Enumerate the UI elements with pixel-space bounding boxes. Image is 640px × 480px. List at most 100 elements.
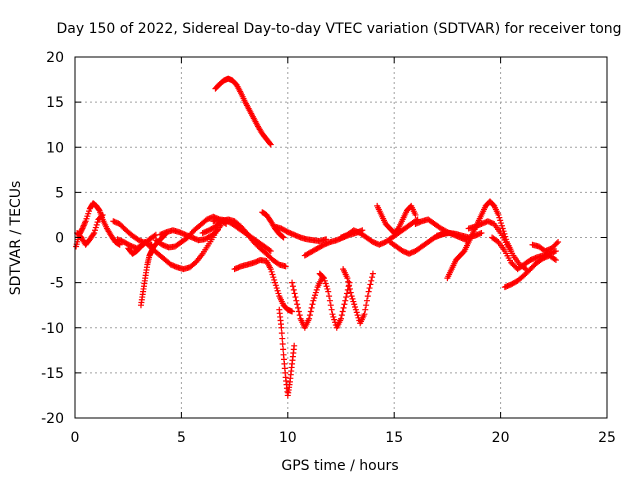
data-point bbox=[369, 274, 376, 281]
data-point bbox=[329, 311, 336, 318]
series-pass-9 bbox=[157, 227, 221, 244]
data-point bbox=[322, 280, 329, 287]
data-point bbox=[214, 227, 221, 234]
data-point bbox=[272, 282, 279, 289]
data-point bbox=[552, 248, 559, 255]
data-point bbox=[478, 229, 485, 236]
data-point bbox=[290, 286, 297, 293]
data-point bbox=[412, 211, 419, 218]
data-point bbox=[320, 274, 327, 281]
series-pass-7 bbox=[142, 220, 225, 273]
data-point bbox=[275, 290, 282, 297]
data-point bbox=[270, 274, 277, 281]
data-point bbox=[278, 330, 285, 337]
data-point bbox=[368, 277, 375, 284]
data-point bbox=[92, 227, 98, 234]
data-point bbox=[289, 283, 296, 290]
data-point bbox=[326, 297, 333, 304]
axes bbox=[74, 56, 608, 419]
data-point bbox=[306, 315, 313, 322]
data-point bbox=[306, 312, 313, 319]
data-point bbox=[351, 301, 358, 308]
data-point bbox=[151, 232, 158, 239]
data-point bbox=[279, 233, 286, 240]
data-point bbox=[361, 311, 368, 318]
data-point bbox=[331, 316, 338, 323]
data-point bbox=[343, 290, 350, 297]
y-axis-label: SDTVAR / TECUs bbox=[8, 181, 24, 296]
data-point bbox=[267, 266, 274, 273]
data-point bbox=[93, 221, 100, 228]
data-point bbox=[273, 285, 280, 292]
data-point bbox=[327, 302, 334, 309]
data-point bbox=[312, 292, 319, 299]
data-point bbox=[495, 211, 502, 218]
data-point bbox=[362, 306, 369, 313]
data-point bbox=[365, 288, 372, 295]
data-point bbox=[323, 283, 330, 290]
x-tick-label: 15 bbox=[385, 430, 403, 446]
data-point bbox=[294, 301, 301, 308]
data-point bbox=[289, 308, 296, 315]
data-point bbox=[271, 276, 278, 283]
data-point bbox=[353, 309, 360, 316]
data-point bbox=[551, 256, 558, 263]
x-tick-label: 5 bbox=[177, 430, 186, 446]
data-point bbox=[326, 293, 333, 300]
series-pass-10 bbox=[212, 75, 274, 148]
series-pass-12 bbox=[210, 216, 274, 255]
data-point bbox=[295, 308, 302, 315]
data-point bbox=[292, 294, 299, 301]
data-point bbox=[92, 224, 99, 231]
data-point bbox=[342, 297, 349, 304]
data-point bbox=[352, 306, 359, 313]
x-tick-label: 25 bbox=[598, 430, 616, 446]
data-point bbox=[307, 308, 314, 315]
y-tick-label: 15 bbox=[46, 95, 64, 111]
data-point bbox=[497, 217, 504, 224]
y-tick-label: 20 bbox=[46, 50, 64, 66]
data-points bbox=[73, 75, 562, 399]
data-point bbox=[266, 140, 273, 147]
series-pass-19 bbox=[340, 266, 376, 327]
data-point bbox=[363, 302, 370, 309]
data-point bbox=[338, 315, 344, 322]
data-point bbox=[266, 247, 273, 254]
data-point bbox=[320, 275, 327, 282]
data-point bbox=[338, 312, 345, 319]
data-point bbox=[366, 285, 373, 292]
series-pass-22 bbox=[374, 202, 419, 236]
x-axis-label: GPS time / hours bbox=[281, 458, 398, 474]
data-point bbox=[90, 231, 97, 238]
data-point bbox=[282, 263, 289, 270]
data-point bbox=[213, 228, 220, 235]
series-pass-29 bbox=[501, 252, 559, 291]
data-point bbox=[278, 324, 285, 331]
data-point bbox=[553, 240, 560, 247]
data-point bbox=[354, 312, 361, 319]
x-tick-label: 20 bbox=[492, 430, 510, 446]
data-point bbox=[289, 279, 296, 286]
data-point bbox=[268, 268, 275, 275]
data-point bbox=[343, 294, 350, 301]
data-point bbox=[350, 298, 357, 305]
data-point bbox=[78, 226, 85, 233]
data-point bbox=[345, 278, 352, 285]
data-point bbox=[352, 303, 359, 310]
data-point bbox=[346, 285, 353, 292]
y-tick-label: -15 bbox=[41, 366, 64, 382]
data-point bbox=[552, 257, 559, 264]
series-pass-18 bbox=[316, 270, 353, 331]
data-point bbox=[363, 297, 370, 304]
data-point bbox=[279, 335, 286, 342]
data-point bbox=[369, 270, 376, 277]
data-point bbox=[340, 304, 347, 311]
data-point bbox=[347, 289, 354, 296]
data-point bbox=[498, 220, 505, 227]
y-tick-label: 5 bbox=[55, 185, 64, 201]
y-tick-label: -10 bbox=[41, 321, 64, 337]
data-point bbox=[348, 293, 355, 300]
data-point bbox=[98, 212, 105, 219]
data-point bbox=[309, 301, 316, 308]
